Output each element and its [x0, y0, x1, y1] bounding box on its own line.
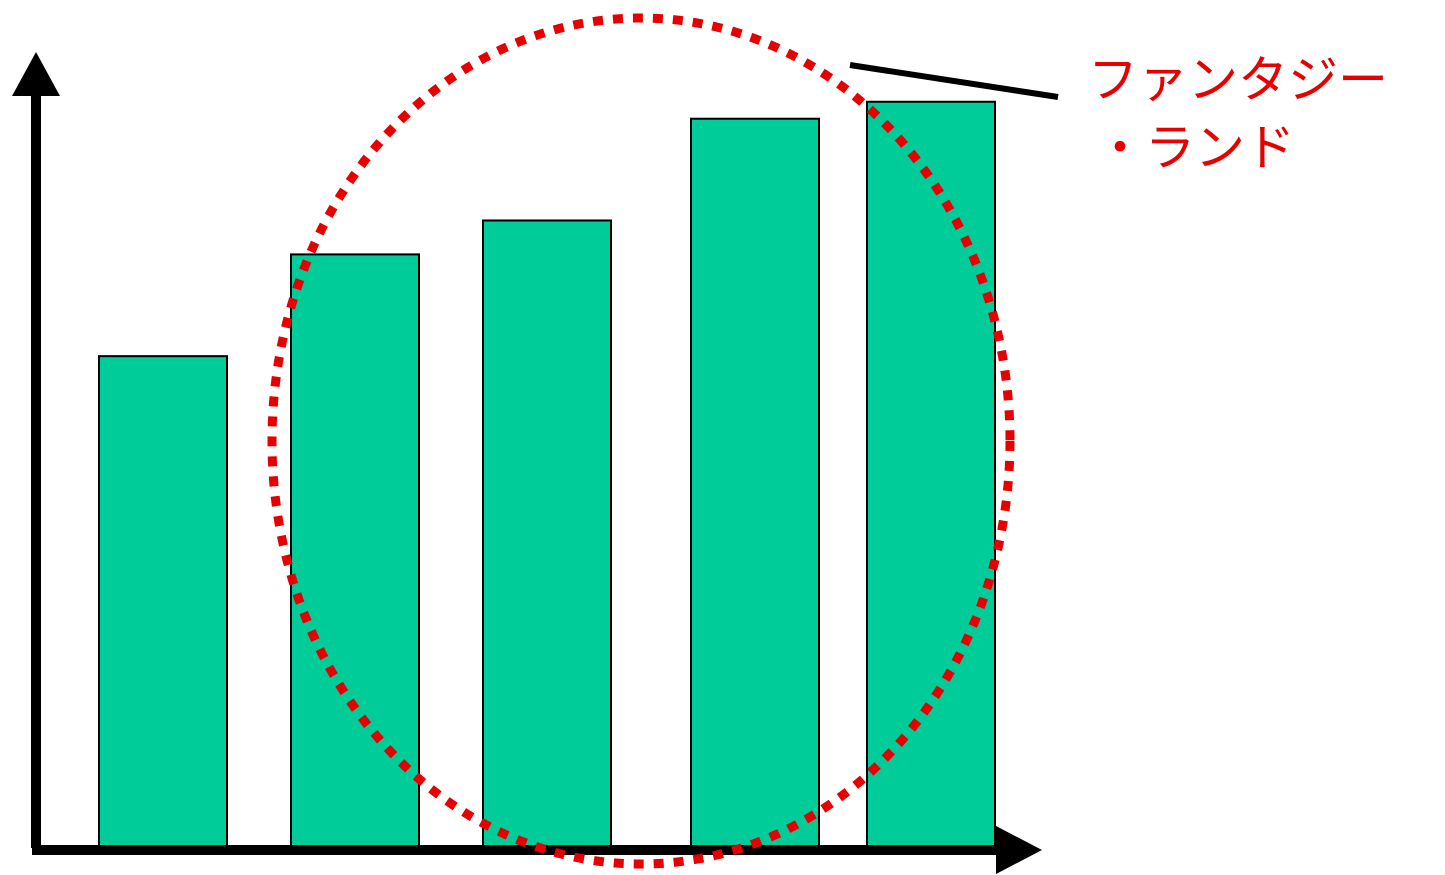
bar-5 [866, 100, 996, 849]
highlight-ellipse [267, 13, 1015, 869]
bar-3 [482, 219, 612, 850]
annotation-label-line2: ・ランド [1095, 119, 1295, 177]
x-axis-arrow [996, 826, 1042, 874]
bars-group [98, 100, 996, 850]
y-axis-arrow [12, 52, 60, 96]
annotation-label-line1: ファンタジー [1088, 51, 1388, 109]
bar-2 [290, 253, 420, 849]
bar-4 [690, 117, 820, 850]
bar-1 [98, 355, 228, 849]
callout-leader-line [849, 62, 1059, 100]
